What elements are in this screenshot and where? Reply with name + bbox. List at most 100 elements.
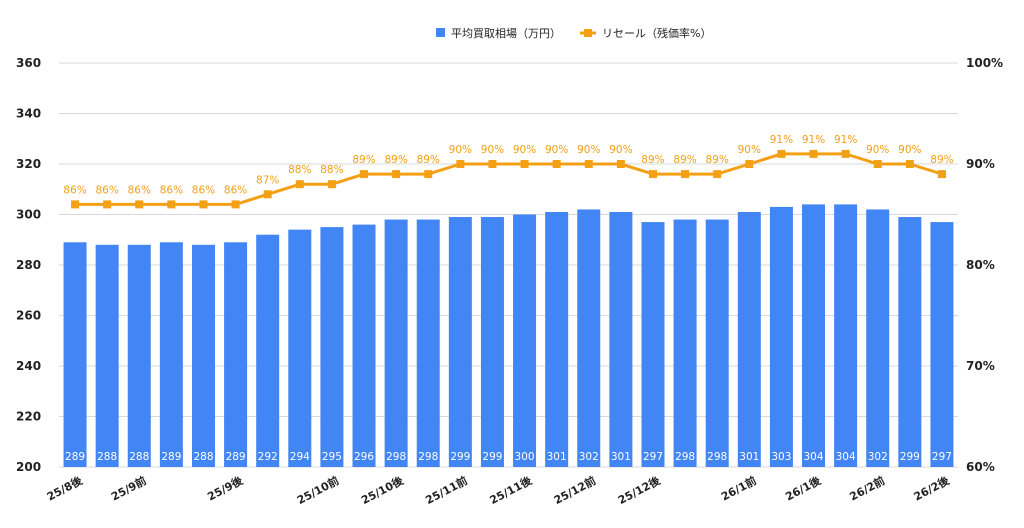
line-point <box>584 160 593 168</box>
y-left-tick-label: 240 <box>16 359 41 373</box>
line-point <box>103 200 112 209</box>
line-data-label: 90% <box>513 144 536 156</box>
bar <box>191 244 215 467</box>
line-point <box>488 160 497 168</box>
bar-data-label: 295 <box>322 451 342 463</box>
line-data-label: 90% <box>481 144 504 156</box>
line-point <box>937 170 946 179</box>
legend-swatch-bar <box>436 28 445 37</box>
y-right-tick-label: 70% <box>966 359 995 373</box>
bar-data-label: 304 <box>803 451 823 463</box>
bar-data-label: 292 <box>258 451 278 463</box>
bar-data-label: 301 <box>547 451 567 463</box>
legend: 平均買取相場（万円） リセール（残価率%） <box>436 26 711 40</box>
line-point <box>552 160 561 168</box>
bar <box>866 209 890 467</box>
line-point <box>809 149 818 158</box>
x-tick-label: 26/2後 <box>911 473 952 504</box>
y-right-tick-label: 90% <box>966 157 995 171</box>
line-point <box>713 170 722 179</box>
bar <box>737 211 761 467</box>
x-tick-label: 26/1後 <box>783 473 824 504</box>
line-point <box>71 200 80 209</box>
x-tick-label: 25/8後 <box>44 473 85 504</box>
x-tick-label: 25/9前 <box>109 473 149 503</box>
line-data-label: 87% <box>256 174 279 186</box>
bar-data-label: 302 <box>579 451 599 463</box>
line-point <box>681 170 690 179</box>
x-tick-label: 25/10前 <box>294 473 341 507</box>
x-tick-label: 26/1前 <box>719 473 759 503</box>
x-tick-label: 25/9後 <box>205 473 246 504</box>
line-point <box>648 170 657 179</box>
bar-data-label: 296 <box>354 451 374 463</box>
line-point <box>905 160 914 168</box>
bar <box>834 204 858 467</box>
line-data-label: 90% <box>898 144 921 156</box>
bar-data-label: 302 <box>868 451 888 463</box>
bar <box>545 211 569 467</box>
line-data-label: 91% <box>770 134 793 146</box>
x-tick-label: 25/10後 <box>359 473 407 507</box>
line-point <box>456 160 465 168</box>
y-right-tick-label: 100% <box>966 56 1003 70</box>
line-data-label: 89% <box>930 154 953 166</box>
y-left-tick-label: 260 <box>16 309 41 323</box>
line-point <box>392 170 401 179</box>
line-data-label: 90% <box>738 144 761 156</box>
bar-data-label: 297 <box>932 451 952 463</box>
bar-data-label: 289 <box>226 451 246 463</box>
bar-data-label: 301 <box>611 451 631 463</box>
line-point <box>327 180 336 189</box>
bar-data-label: 288 <box>97 451 117 463</box>
line-data-label: 86% <box>224 184 247 196</box>
bar-data-label: 288 <box>193 451 213 463</box>
bar <box>705 219 729 467</box>
line-data-label: 90% <box>609 144 632 156</box>
line-data-label: 90% <box>449 144 472 156</box>
bar <box>609 211 633 467</box>
line-data-label: 90% <box>866 144 889 156</box>
bar <box>320 227 344 467</box>
line-point <box>135 200 144 209</box>
bar <box>641 222 665 467</box>
line-layer: 86% 86% 86% 86% 86% 86% 87% 88% 88% 89% 89% 89% 90% 9… <box>63 134 954 209</box>
bar <box>384 219 408 467</box>
line-point <box>520 160 529 168</box>
series-line <box>75 152 943 206</box>
bar <box>513 214 537 467</box>
bar <box>63 242 87 467</box>
bar <box>480 217 504 467</box>
bar-data-label: 298 <box>386 451 406 463</box>
x-tick-label: 25/12後 <box>616 473 664 507</box>
line-point <box>616 160 625 168</box>
bar-data-label: 299 <box>450 451 470 463</box>
bar <box>416 219 440 467</box>
x-tick-label: 25/11後 <box>487 473 535 507</box>
bar <box>256 234 280 467</box>
line-point <box>745 160 754 168</box>
bar-data-label: 288 <box>129 451 149 463</box>
line-data-label: 86% <box>160 184 183 196</box>
line-data-label: 89% <box>352 154 375 166</box>
line-point <box>231 200 240 209</box>
line-point <box>360 170 369 179</box>
bar <box>448 217 472 467</box>
bar <box>673 219 697 467</box>
bar-data-label: 299 <box>900 451 920 463</box>
bar <box>898 217 922 467</box>
line-data-label: 88% <box>320 164 343 176</box>
line-point <box>199 200 208 209</box>
line-point <box>424 170 433 179</box>
bar <box>159 242 183 467</box>
line-data-label: 86% <box>95 184 118 196</box>
line-data-label: 89% <box>706 154 729 166</box>
y-left-tick-label: 340 <box>16 107 41 121</box>
legend-label-line: リセール（残価率%） <box>602 26 711 40</box>
line-data-label: 90% <box>545 144 568 156</box>
bar-data-label: 289 <box>65 451 85 463</box>
y-left-tick-label: 360 <box>16 56 41 70</box>
line-point <box>167 200 176 209</box>
bar-data-label: 298 <box>418 451 438 463</box>
